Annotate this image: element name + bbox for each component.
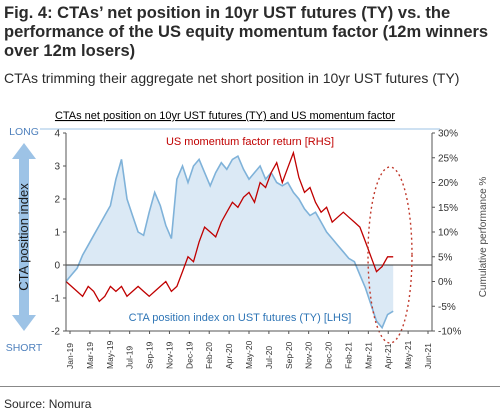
momentum-annotation: US momentum factor return [RHS] xyxy=(166,136,334,148)
x-tick-label: Jan-19 xyxy=(65,343,75,369)
axes-layer: -2 -1 0 1 2 3 4 -10% -5% 0% 5% 10% 15% 20% 25% 30% Jan-1… xyxy=(51,129,461,370)
x-tick-label: Mar-19 xyxy=(85,342,95,369)
long-short-arrow xyxy=(12,143,36,331)
left-tick-label: -1 xyxy=(51,294,60,305)
right-tick-label: 20% xyxy=(438,178,458,189)
x-tick-label: Jul-20 xyxy=(264,346,274,369)
right-tick-label: -10% xyxy=(438,327,461,338)
left-tick-label: -2 xyxy=(51,327,60,338)
x-tick-label: Sep-20 xyxy=(284,341,294,369)
x-tick-label: Feb-21 xyxy=(343,342,353,369)
x-tick-label: May-20 xyxy=(244,340,254,369)
right-axis-title: Cumulative performance % xyxy=(478,177,489,298)
left-axis-title: CTA position index xyxy=(16,183,31,291)
left-tick-label: 4 xyxy=(54,129,60,140)
x-tick-label: May-19 xyxy=(105,340,115,369)
right-tick-label: -5% xyxy=(438,302,456,313)
long-label: LONG xyxy=(9,126,39,138)
x-tick-label: Apr-20 xyxy=(224,343,234,369)
left-tick-label: 1 xyxy=(54,228,60,239)
momentum-series-line xyxy=(65,150,394,303)
x-tick-label: Jun-21 xyxy=(423,343,433,369)
left-tick-label: 2 xyxy=(54,195,60,206)
cta-annotation: CTA position index on UST futures (TY) [… xyxy=(129,312,352,324)
chart-svg: CTAs net position on 10yr UST futures (T… xyxy=(6,110,489,370)
source-note: Source: Nomura xyxy=(4,397,92,411)
right-tick-label: 0% xyxy=(438,277,453,288)
x-tick-label: Feb-20 xyxy=(204,342,214,369)
chart-area: CTAs net position on 10yr UST futures (T… xyxy=(0,95,500,382)
short-label: SHORT xyxy=(6,342,43,354)
figure-title: Fig. 4: CTAs’ net position in 10yr UST f… xyxy=(4,4,489,60)
left-tick-label: 0 xyxy=(54,261,60,272)
cta-area xyxy=(66,156,394,328)
x-tick-label: May-21 xyxy=(403,340,413,369)
x-tick-label: Sep-19 xyxy=(145,341,155,369)
x-tick-label: Nov-19 xyxy=(164,341,174,369)
chart-title: CTAs net position on 10yr UST futures (T… xyxy=(55,110,395,122)
cta-series-line xyxy=(65,154,394,330)
right-tick-label: 5% xyxy=(438,252,453,263)
right-tick-label: 30% xyxy=(438,129,458,140)
right-tick-label: 25% xyxy=(438,153,458,164)
x-tick-label: Jul-19 xyxy=(125,346,135,369)
right-tick-label: 15% xyxy=(438,203,458,214)
plot-layer xyxy=(65,150,432,344)
x-tick-label: Mar-21 xyxy=(363,342,373,369)
left-tick-label: 3 xyxy=(54,162,60,173)
x-tick-label: Dec-19 xyxy=(184,341,194,369)
right-tick-label: 10% xyxy=(438,228,458,239)
footer-rule xyxy=(0,386,500,387)
figure-subtitle: CTAs trimming their aggregate net short … xyxy=(4,70,460,86)
x-tick-label: Nov-20 xyxy=(304,341,314,369)
x-tick-label: Apr-21 xyxy=(383,343,393,369)
x-tick-label: Dec-20 xyxy=(324,341,334,369)
highlight-ellipse xyxy=(367,166,413,344)
